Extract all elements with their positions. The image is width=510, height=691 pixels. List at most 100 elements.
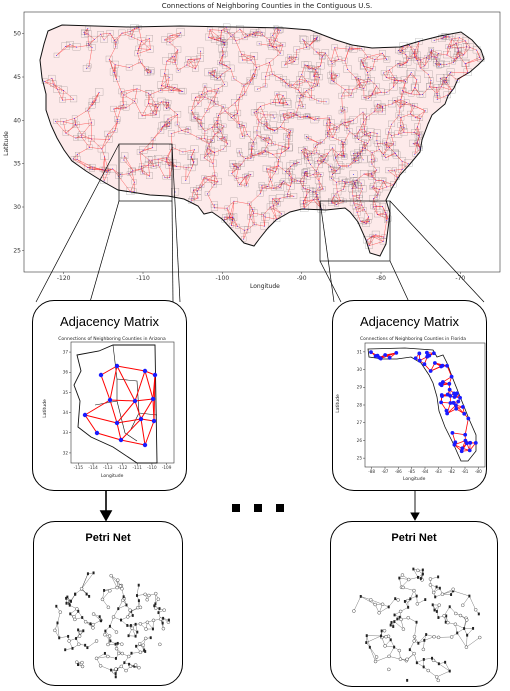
us-county [165,73,173,81]
us-edge [400,99,407,103]
us-edge [375,234,384,242]
us-county [340,106,345,111]
us-edge [361,204,365,210]
us-edge [223,138,228,145]
us-edge [399,99,402,109]
us-county [286,168,293,174]
us-county [289,81,297,88]
us-edge [151,158,159,161]
us-edge [449,36,453,40]
us-edge [160,85,162,91]
us-county [391,149,399,156]
us-edge [332,147,339,155]
us-edge [193,189,198,192]
us-county [304,156,313,164]
petri-transition [368,645,371,649]
us-edge [304,171,308,176]
us-edge [218,106,224,116]
us-edge [450,39,453,47]
us-edge [234,97,240,103]
us-edge [216,115,219,121]
us-edge [256,111,265,116]
us-edge [330,75,338,77]
us-county [241,236,247,242]
us-county [382,138,391,146]
us-county [428,77,434,83]
us-edge [386,69,390,78]
us-edge [207,150,211,155]
us-edge [386,131,389,143]
us-county [150,136,156,142]
us-edge [91,138,102,150]
us-county [200,154,208,161]
us-edge [382,206,386,213]
petri-transition [444,660,447,664]
us-edge [88,39,95,46]
us-edge [372,149,380,153]
us-county [352,133,359,139]
us-edge [169,42,178,51]
us-edge [92,92,100,103]
us-county [442,33,449,40]
us-county [279,180,285,185]
petri-place [151,618,156,623]
us-edge [253,135,258,142]
us-edge [114,32,123,41]
petri-place [94,656,99,661]
us-edge [134,88,138,102]
us-county [260,32,265,37]
us-edge [249,76,255,81]
us-edge [239,184,247,186]
us-edge [138,41,142,49]
us-county [247,171,254,177]
us-county [351,158,356,163]
us-edge [383,220,387,238]
us-county [403,58,412,66]
us-edge [262,151,266,154]
us-county [77,133,86,141]
us-county [193,187,202,195]
us-county [238,56,247,64]
us-county [204,176,212,183]
us-county [176,28,185,37]
us-edge [102,169,105,181]
us-county [84,30,92,37]
us-edge [193,189,199,199]
us-edge [269,53,281,63]
us-county [206,146,215,155]
us-edge [270,179,274,189]
petri-transition [415,620,418,624]
us-edge [333,81,346,90]
petri-place [412,588,416,593]
petri-transition [431,656,434,660]
us-edge [278,77,284,80]
us-county [53,118,59,124]
us-edge [295,105,300,115]
us-edge [290,112,296,115]
us-county [477,55,485,62]
petri-place [120,642,124,646]
us-edge [291,177,298,182]
us-county [351,73,359,80]
us-county [190,187,197,193]
us-edge [465,40,471,48]
petri-place [384,634,388,639]
us-county [163,99,169,105]
us-county [287,109,295,116]
us-county [105,55,113,63]
us-edge [284,60,290,66]
petri-transition [85,592,88,596]
us-county [274,182,282,190]
us-edge [315,186,320,192]
us-county [340,153,346,158]
us-edge [230,36,236,41]
us-edge [374,53,383,60]
petri-place [114,646,119,651]
petri-transition [123,661,126,665]
us-county [245,33,250,38]
us-county [265,184,270,189]
petri-arc [414,622,417,637]
us-county [364,69,371,75]
us-edge [458,49,464,56]
